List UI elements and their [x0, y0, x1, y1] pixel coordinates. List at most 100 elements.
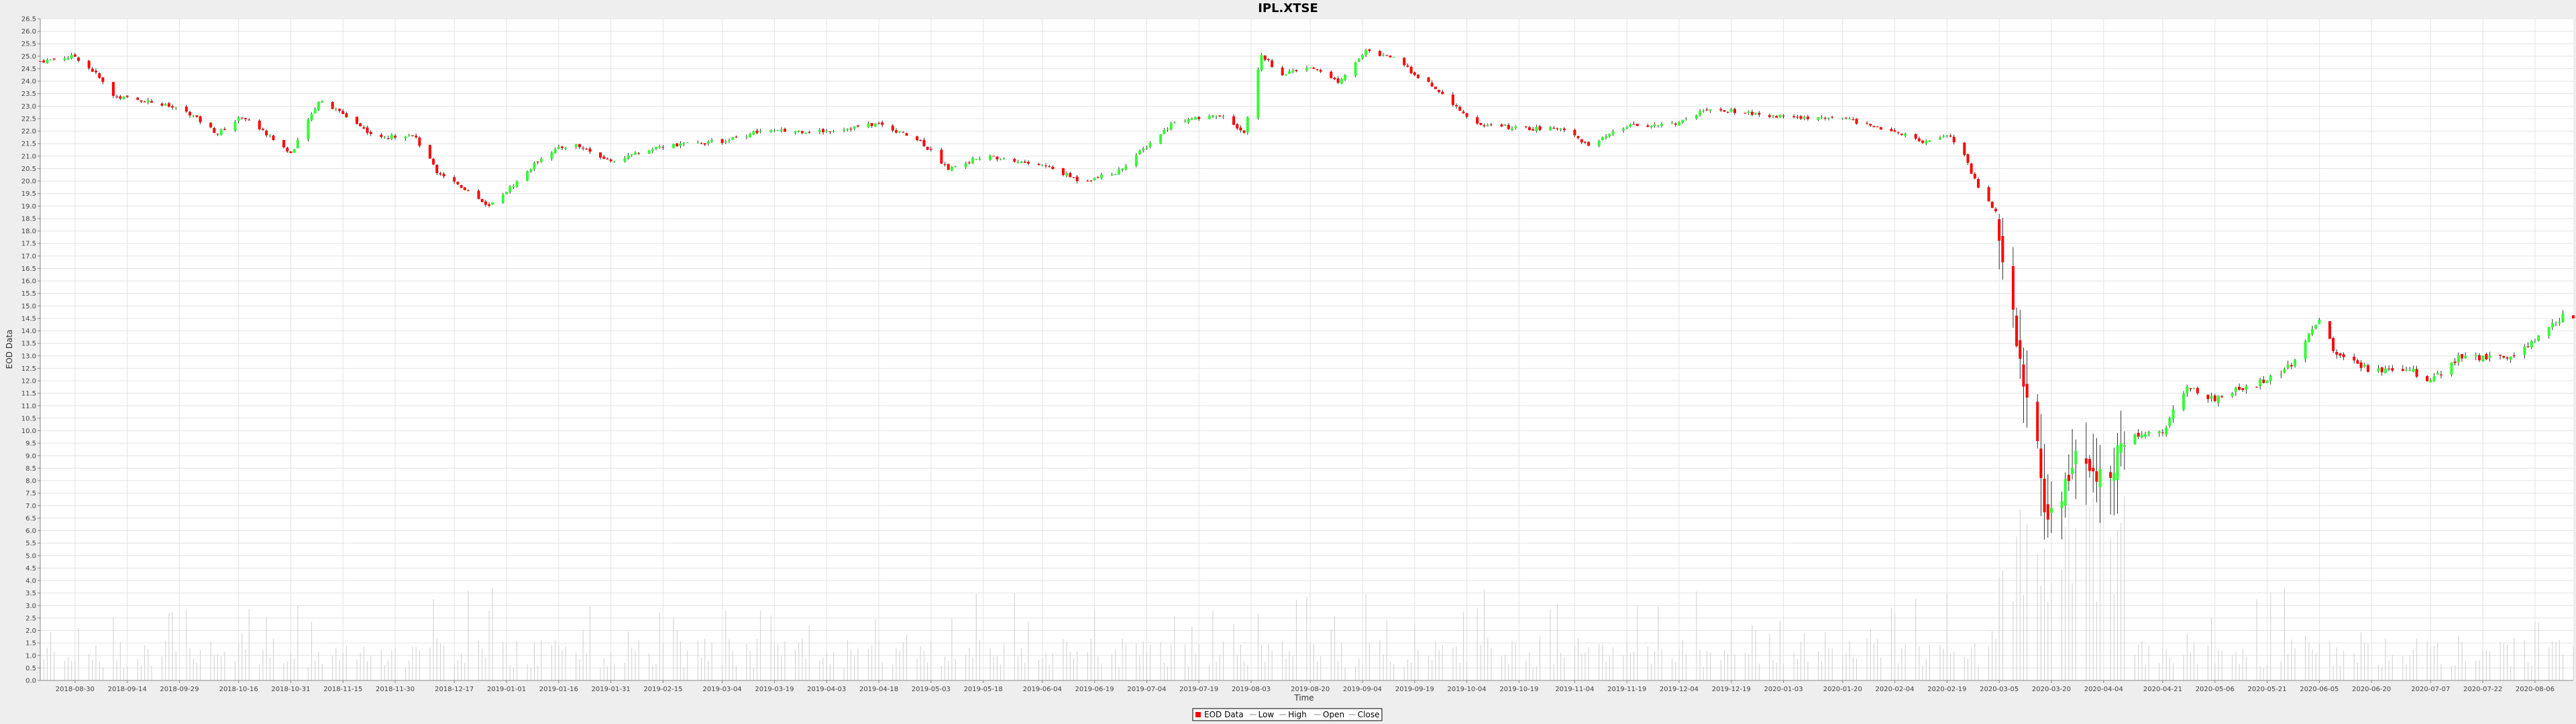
- candle-up: [655, 146, 658, 149]
- candle-up: [526, 171, 529, 181]
- candle-down: [2461, 354, 2464, 359]
- x-tick-label: 2020-07-07: [2411, 686, 2450, 693]
- y-tick-label: 8.5: [25, 465, 36, 473]
- candle-down: [265, 130, 268, 135]
- x-tick-label: 2019-06-19: [1075, 686, 1114, 693]
- candle-down: [877, 123, 881, 124]
- candle-up: [313, 109, 317, 114]
- candle-up: [512, 186, 515, 188]
- candle-up: [846, 128, 849, 130]
- candle-down: [2161, 432, 2164, 434]
- candle-up: [759, 131, 762, 133]
- candle-up: [1803, 117, 1806, 119]
- y-tick-label: 4.0: [25, 578, 36, 585]
- x-tick-label: 2019-01-31: [592, 686, 631, 693]
- candle-up: [1945, 135, 1949, 137]
- x-tick-label: 2019-01-16: [539, 686, 578, 693]
- candle-up: [296, 139, 299, 148]
- candle-down: [1632, 123, 1635, 125]
- candle-down: [456, 182, 460, 185]
- x-tick-label: 2018-11-15: [323, 686, 362, 693]
- candle-down: [856, 125, 859, 127]
- y-tick-label: 14.5: [21, 315, 36, 322]
- candle-up: [1093, 177, 1096, 180]
- candle-up: [307, 119, 310, 139]
- candle-up: [971, 158, 975, 164]
- candle-down: [783, 129, 786, 132]
- candle-up: [1340, 78, 1343, 84]
- candle-down: [1823, 117, 1827, 119]
- y-tick-label: 15.0: [21, 303, 36, 310]
- candle-down: [1775, 115, 1778, 118]
- candle-up: [1016, 162, 1020, 163]
- candle-up: [1629, 124, 1632, 127]
- candle-down: [940, 149, 943, 164]
- candle-up: [2488, 355, 2491, 358]
- candle-up: [292, 149, 296, 153]
- candle-down: [94, 70, 97, 72]
- candle-up: [1364, 50, 1368, 56]
- y-tick-label: 11.5: [21, 390, 36, 398]
- candle-up: [1099, 174, 1103, 178]
- candle-down: [466, 190, 470, 192]
- candle-up: [1729, 109, 1733, 112]
- candle-down: [1768, 115, 1771, 117]
- candle-down: [2067, 475, 2070, 481]
- candle-up: [1169, 123, 1173, 130]
- candle-down: [2502, 356, 2506, 358]
- candle-up: [2144, 434, 2147, 437]
- candle-down: [2506, 357, 2509, 359]
- candle-up: [2363, 365, 2366, 367]
- y-tick-label: 20.0: [21, 178, 36, 186]
- x-tick-label: 2019-08-03: [1232, 686, 1271, 693]
- candle-up: [174, 107, 178, 108]
- candle-up: [1124, 166, 1128, 170]
- candle-up: [1608, 133, 1611, 137]
- candle-down: [1893, 130, 1896, 132]
- candle-up: [2436, 373, 2439, 375]
- candle-up: [164, 104, 167, 106]
- candle-up: [1677, 121, 1680, 125]
- candle-down: [2262, 379, 2265, 383]
- candle-up: [1754, 113, 1758, 115]
- x-tick-label: 2020-08-06: [2516, 686, 2555, 693]
- y-tick-label: 16.0: [21, 278, 36, 286]
- candle-down: [967, 162, 971, 164]
- candle-down: [258, 120, 261, 129]
- candle-down: [415, 135, 418, 137]
- candle-up: [557, 146, 560, 149]
- candle-up: [843, 129, 846, 131]
- candle-down: [1462, 111, 1465, 113]
- candle-down: [1573, 129, 1576, 135]
- gridlines: [40, 18, 2573, 681]
- candle-up: [898, 131, 902, 133]
- candle-down: [1507, 125, 1510, 129]
- candle-down: [1723, 110, 1726, 112]
- y-tick-label: 9.5: [25, 440, 36, 448]
- candle-up: [2457, 355, 2460, 363]
- candle-down: [1232, 116, 1236, 125]
- legend-close-label: Close: [1358, 710, 1380, 719]
- x-tick-label: 2020-03-05: [1980, 686, 2019, 693]
- candle-down: [676, 143, 679, 147]
- x-axis: 2018-08-30 2018-09-14 2018-09-29 2018-10-16…: [56, 680, 2555, 693]
- x-tick-label: 2019-08-20: [1291, 686, 1330, 693]
- candle-down: [184, 107, 188, 112]
- x-tick-label: 2019-10-19: [1499, 686, 1538, 693]
- candle-up: [867, 123, 870, 127]
- candle-up: [1194, 117, 1197, 120]
- candle-down: [1973, 174, 1976, 179]
- y-tick-label: 12.5: [21, 365, 36, 373]
- candle-up: [1699, 111, 1702, 116]
- candle-down: [2366, 365, 2369, 372]
- candle-up: [2283, 369, 2286, 373]
- y-tick-label: 23.0: [21, 103, 36, 111]
- candle-up: [508, 186, 512, 192]
- candle-down: [2025, 383, 2029, 398]
- candle-up: [1841, 117, 1844, 119]
- candle-down: [2328, 321, 2331, 339]
- candle-up: [539, 158, 543, 162]
- candle-up: [682, 143, 686, 144]
- candle-down: [1316, 69, 1319, 70]
- candle-up: [491, 202, 494, 205]
